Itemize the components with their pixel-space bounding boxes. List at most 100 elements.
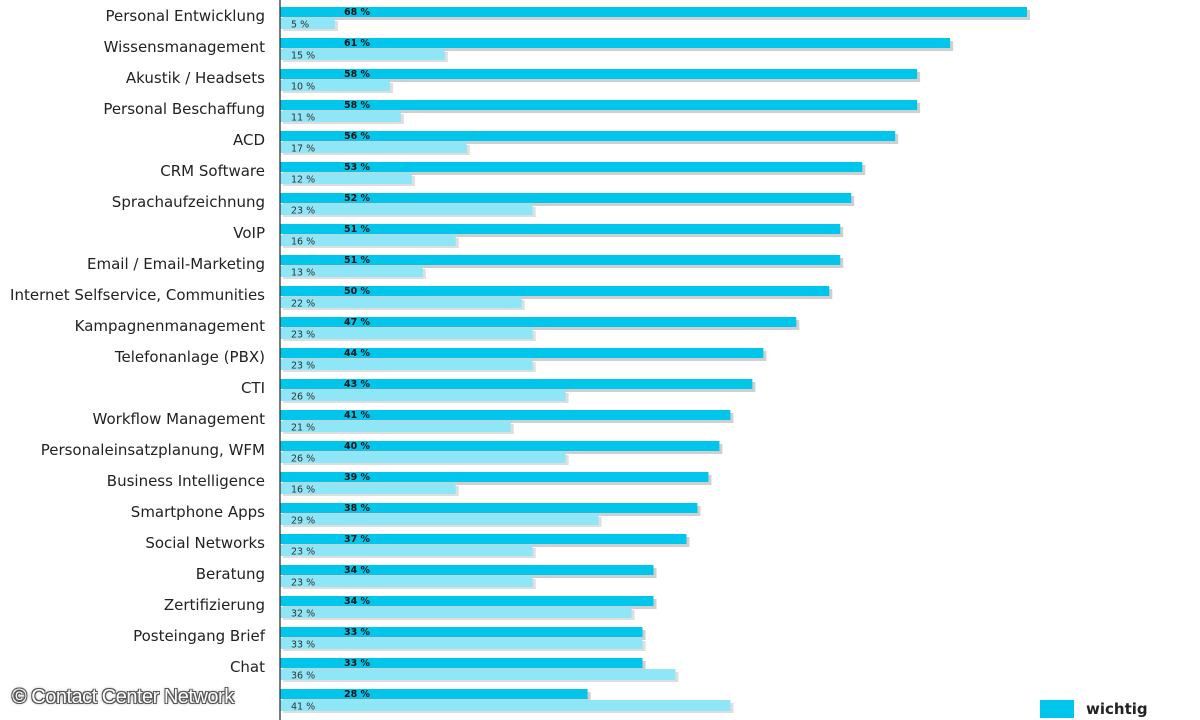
data-label-wichtig: 56 % [344, 131, 371, 142]
bar-second-series [280, 638, 643, 649]
category-label: Personal Entwicklung [106, 7, 265, 25]
data-label-second-series: 16 % [291, 485, 315, 496]
bar-second-series [280, 173, 412, 184]
category-label: CTI [241, 379, 265, 397]
bar-wichtig [280, 317, 797, 327]
category-label: Email / Email-Marketing [87, 255, 265, 273]
legend-label-wichtig: wichtig [1086, 700, 1148, 718]
bar-wichtig [280, 410, 731, 420]
data-label-wichtig: 37 % [344, 534, 371, 545]
bar-second-series [280, 576, 533, 587]
bar-second-series [280, 669, 676, 680]
data-label-second-series: 11 % [291, 113, 315, 124]
data-label-second-series: 12 % [291, 175, 315, 186]
bar-second-series [280, 421, 511, 432]
data-label-wichtig: 40 % [344, 441, 371, 452]
bar-second-series [280, 359, 533, 370]
data-label-wichtig: 34 % [344, 565, 371, 576]
data-label-wichtig: 51 % [344, 255, 371, 266]
data-label-second-series: 23 % [291, 578, 315, 589]
bar-second-series [280, 49, 445, 60]
bar-wichtig [280, 224, 841, 234]
data-label-second-series: 33 % [291, 640, 315, 651]
category-label: Akustik / Headsets [126, 69, 265, 87]
data-label-wichtig: 33 % [344, 658, 371, 669]
data-label-second-series: 10 % [291, 82, 315, 93]
bar-second-series [280, 390, 566, 401]
bar-wichtig [280, 162, 863, 172]
bar-wichtig [280, 38, 951, 48]
bar-wichtig [280, 69, 918, 79]
category-label: Telefonanlage (PBX) [114, 348, 265, 366]
bar-second-series [280, 142, 467, 153]
data-label-second-series: 23 % [291, 547, 315, 558]
bar-wichtig [280, 286, 830, 296]
data-label-wichtig: 50 % [344, 286, 371, 297]
bar-wichtig [280, 441, 720, 451]
bar-second-series [280, 452, 566, 463]
data-label-second-series: 17 % [291, 144, 315, 155]
bar-second-series [280, 514, 599, 525]
bar-second-series [280, 700, 731, 711]
data-label-wichtig: 43 % [344, 379, 371, 390]
data-label-second-series: 23 % [291, 361, 315, 372]
data-label-wichtig: 52 % [344, 193, 371, 204]
bar-wichtig [280, 193, 852, 203]
category-label: Chat [230, 658, 265, 676]
bar-second-series [280, 483, 456, 494]
bar-wichtig [280, 534, 687, 544]
bar-wichtig [280, 348, 764, 358]
data-label-second-series: 26 % [291, 392, 315, 403]
category-label: VoIP [233, 224, 265, 242]
category-label: Sprachaufzeichnung [112, 193, 265, 211]
data-label-second-series: 26 % [291, 454, 315, 465]
bar-wichtig [280, 565, 654, 575]
bar-second-series [280, 18, 335, 29]
bar-second-series [280, 607, 632, 618]
data-label-second-series: 32 % [291, 609, 315, 620]
data-label-second-series: 23 % [291, 330, 315, 341]
bar-second-series [280, 204, 533, 215]
data-label-second-series: 29 % [291, 516, 315, 527]
category-label: Kampagnenmanagement [75, 317, 265, 335]
bar-wichtig [280, 100, 918, 110]
category-label: Business Intelligence [107, 472, 265, 490]
bar-second-series [280, 545, 533, 556]
bar-wichtig [280, 255, 841, 265]
data-label-second-series: 41 % [291, 702, 315, 713]
bar-wichtig [280, 627, 643, 637]
data-label-wichtig: 33 % [344, 627, 371, 638]
category-label: Smartphone Apps [131, 503, 265, 521]
bar-second-series [280, 266, 423, 277]
category-label: Zertifizierung [164, 596, 265, 614]
data-label-wichtig: 34 % [344, 596, 371, 607]
data-label-wichtig: 53 % [344, 162, 371, 173]
data-label-wichtig: 44 % [344, 348, 371, 359]
data-label-second-series: 5 % [291, 20, 309, 31]
bar-wichtig [280, 596, 654, 606]
bar-second-series [280, 80, 390, 91]
category-label: Personal Beschaffung [103, 100, 265, 118]
data-label-wichtig: 58 % [344, 69, 371, 80]
legend-swatch-wichtig [1040, 700, 1074, 718]
bar-wichtig [280, 658, 643, 668]
bar-second-series [280, 111, 401, 122]
data-label-second-series: 22 % [291, 299, 315, 310]
data-label-second-series: 23 % [291, 206, 315, 217]
data-label-second-series: 21 % [291, 423, 315, 434]
category-label: Wissensmanagement [104, 38, 265, 56]
category-label: ACD [233, 131, 265, 149]
bar-wichtig [280, 689, 588, 699]
data-label-wichtig: 28 % [344, 689, 371, 700]
data-label-wichtig: 51 % [344, 224, 371, 235]
data-label-wichtig: 68 % [344, 7, 371, 18]
data-label-second-series: 15 % [291, 51, 315, 62]
category-label: Beratung [196, 565, 265, 583]
category-label: Personaleinsatzplanung, WFM [41, 441, 265, 459]
data-label-second-series: 16 % [291, 237, 315, 248]
category-label: Workflow Management [93, 410, 266, 428]
data-label-wichtig: 38 % [344, 503, 371, 514]
category-label: Posteingang Brief [133, 627, 266, 645]
